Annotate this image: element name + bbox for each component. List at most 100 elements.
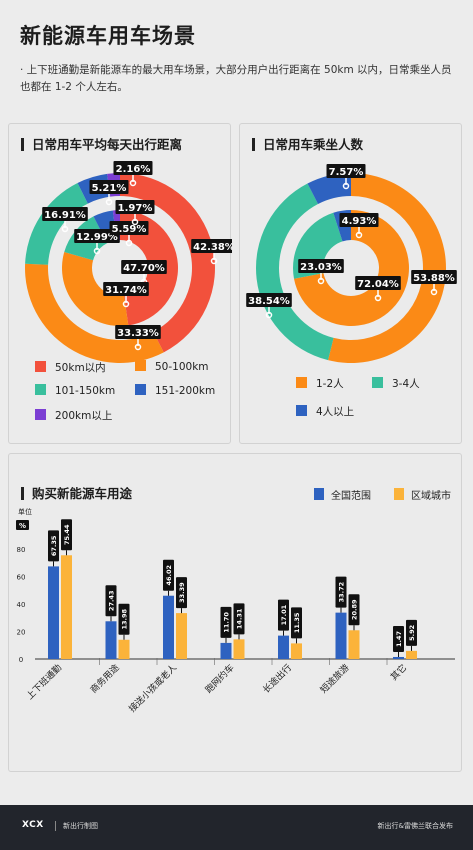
outer-ring-label-0: 53.88% [411,270,457,296]
svg-text:67.35: 67.35 [50,535,58,556]
page-title: 新能源车用车场景 [20,24,196,48]
svg-text:47.70%: 47.70% [123,263,165,274]
x-tick-label-5: 短途旅游 [318,662,352,696]
bar-label-1-5: 20.89 [348,594,360,631]
svg-text:46.02: 46.02 [165,565,173,586]
legend-label: 1-2人 [316,378,344,390]
distance-donut-chart: 42.38% 33.33% 16.91% 5.21% 2.16% 47.70% 31.74%… [24,161,232,363]
passenger-chart-title: 日常用车乘坐人数 [252,138,363,151]
footer-divider [55,821,56,831]
footer-brand: 新出行制图 [63,822,98,830]
legend-swatch [35,361,46,372]
bar-label-1-2: 33.39 [176,577,187,614]
outer-ring-slice-1 [256,183,334,361]
svg-text:11.35: 11.35 [293,612,301,633]
purpose-legend: 全国范围 区域城市 [314,487,459,502]
legend-swatch [372,377,383,388]
y-tick-3: 20 [17,629,26,637]
distance-chart-title: 日常用车平均每天出行距离 [21,138,182,151]
legend-label: 3-4人 [392,378,420,390]
outer-ring-label-0: 42.38% [191,239,232,265]
y-unit-label: 单位 [18,507,32,516]
y-tick-1: 60 [17,574,26,582]
bar-0-5 [335,612,347,659]
legend-swatch [394,488,404,500]
page-subtitle: · 上下班通勤是新能源车的最大用车场景，大部分用户出行距离在 50km 以内，日… [20,64,452,93]
footer: XCX 新出行制图 新出行&雷佛兰联合发布 [0,805,473,850]
legend-item-2: 4人以上 [296,404,354,419]
svg-text:12.99%: 12.99% [76,232,118,243]
legend-item-1: 50-100km [135,360,209,373]
bar-0-1 [105,621,117,659]
outer-ring-label-2: 7.57% [326,164,366,190]
x-tick-label-1: 商务用途 [88,662,122,696]
bar-0-6 [393,656,404,659]
legend-label: 50-100km [155,361,209,373]
inner-ring-label-1: 31.74% [103,282,149,308]
bar-1-6 [406,650,417,659]
svg-text:53.88%: 53.88% [413,273,455,284]
svg-text:33.39: 33.39 [178,582,186,603]
bar-0-4 [278,635,289,659]
distance-chart-card: 日常用车平均每天出行距离 42.38% 33.33% 16.91% 5.21% 2.16… [8,123,232,444]
outer-ring-slice-1 [24,263,164,363]
outer-ring-slice-2 [307,173,351,204]
inner-ring-slice-1 [62,252,129,326]
legend-label: 50km以内 [55,362,106,374]
svg-text:20.89: 20.89 [351,599,359,620]
purpose-chart-card: 购买新能源车用途 全国范围 区域城市 单位% 80 60 40 20 0 67.35 75.44… [8,453,462,772]
svg-text:16.91%: 16.91% [44,210,86,221]
bar-label-1-0: 75.44 [61,519,72,556]
svg-text:4.93%: 4.93% [342,216,377,227]
bar-1-1 [118,639,130,659]
distance-legend: 50km以内 50-100km 101-150km 151-200km 200km以上 [35,360,235,440]
purpose-bar-chart: 单位% 80 60 40 20 0 67.35 75.44 上下班通勤 27.43 13.98 商务用… [16,507,455,715]
svg-text:14.31: 14.31 [236,608,244,629]
legend-swatch [314,488,324,500]
x-tick-label-0: 上下班通勤 [24,662,64,702]
svg-text:5.92: 5.92 [408,625,416,641]
svg-text:75.44: 75.44 [63,524,71,545]
bar-label-0-5: 33.72 [335,576,347,613]
outer-ring-slice-2 [25,183,88,265]
svg-text:2.16%: 2.16% [116,164,151,175]
footer-logo: XCX [22,820,44,830]
legend-item-2: 101-150km [35,384,115,397]
svg-text:31.74%: 31.74% [105,285,147,296]
bar-1-0 [61,555,72,659]
svg-text:27.43: 27.43 [108,591,116,612]
y-percent-label: % [19,522,26,530]
bar-label-0-3: 11.70 [220,606,232,643]
y-tick-4: 0 [19,656,23,664]
inner-ring-label-4: 1.97% [115,200,155,226]
outer-ring-slice-0 [120,173,215,353]
bar-0-3 [220,642,232,659]
svg-text:38.54%: 38.54% [248,296,290,307]
passenger-chart-card: 日常用车乘坐人数 53.88% 38.54% 7.57% 72.04% 23.03% 4.… [239,123,462,444]
passenger-legend: 1-2人 3-4人 4人以上 [296,376,456,436]
y-tick-2: 40 [17,601,26,609]
svg-text:33.72: 33.72 [338,582,346,603]
bar-1-2 [176,613,187,659]
bar-label-1-1: 13.98 [118,603,130,640]
svg-text:72.04%: 72.04% [357,279,399,290]
bar-label-1-6: 5.92 [406,619,417,651]
x-tick-label-4: 长途出行 [260,662,294,696]
svg-text:1.97%: 1.97% [118,203,153,214]
outer-ring-label-4: 2.16% [113,161,153,187]
legend-label: 4人以上 [316,406,355,418]
outer-ring-label-1: 33.33% [115,325,161,351]
purpose-chart-title: 购买新能源车用途 [21,487,132,500]
legend-label: 全国范围 [331,491,371,502]
bar-1-3 [233,639,245,659]
svg-text:17.01: 17.01 [280,604,288,625]
legend-swatch [35,409,46,420]
bar-label-1-3: 14.31 [233,603,245,640]
outer-ring-label-3: 5.21% [89,180,129,206]
svg-text:5.21%: 5.21% [92,183,127,194]
outer-ring-label-2: 16.91% [42,207,88,233]
outer-ring-label-1: 38.54% [246,293,292,319]
bar-label-0-1: 27.43 [105,585,117,622]
x-tick-label-2: 接送小孩或老人 [126,662,179,715]
svg-text:7.57%: 7.57% [329,167,364,178]
